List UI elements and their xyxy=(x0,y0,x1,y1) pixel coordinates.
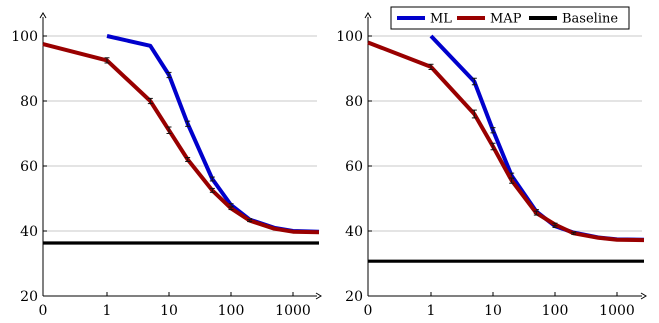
series-line-ml xyxy=(106,34,320,234)
x-tick-label: 100 xyxy=(218,303,245,319)
x-tick-label: 0 xyxy=(39,303,48,319)
y-tick-label: 80 xyxy=(345,94,363,110)
y-tick-label: 100 xyxy=(336,29,363,45)
y-tick-label: 100 xyxy=(11,29,38,45)
x-tick-label: 1000 xyxy=(275,303,311,319)
y-tick-label: 20 xyxy=(345,289,363,305)
x-axis-arrow xyxy=(315,292,322,300)
x-tick-label: 10 xyxy=(160,303,178,319)
legend-box xyxy=(390,6,630,30)
x-axis-arrow xyxy=(640,292,647,300)
y-tick-label: 60 xyxy=(345,159,363,175)
legend: ML MAP Baseline xyxy=(390,6,630,30)
x-tick-label: 1 xyxy=(103,303,112,319)
y-tick-label: 40 xyxy=(345,224,363,240)
series-line-map xyxy=(42,42,320,235)
y-tick-label: 60 xyxy=(20,159,38,175)
x-tick-label: 0 xyxy=(364,303,373,319)
y-axis-arrow xyxy=(39,12,47,19)
y-axis-arrow xyxy=(364,12,372,19)
legend-label-ml: ML xyxy=(430,12,452,27)
x-tick-label: 10 xyxy=(484,303,502,319)
legend-label-baseline: Baseline xyxy=(562,12,618,27)
legend-label-map: MAP xyxy=(490,12,522,27)
x-tick-label: 100 xyxy=(542,303,569,319)
series-line-map xyxy=(367,40,645,243)
x-tick-label: 1 xyxy=(427,303,436,319)
y-tick-label: 20 xyxy=(20,289,38,305)
y-tick-label: 40 xyxy=(20,224,38,240)
y-tick-label: 80 xyxy=(20,94,38,110)
x-tick-label: 1000 xyxy=(599,303,635,319)
